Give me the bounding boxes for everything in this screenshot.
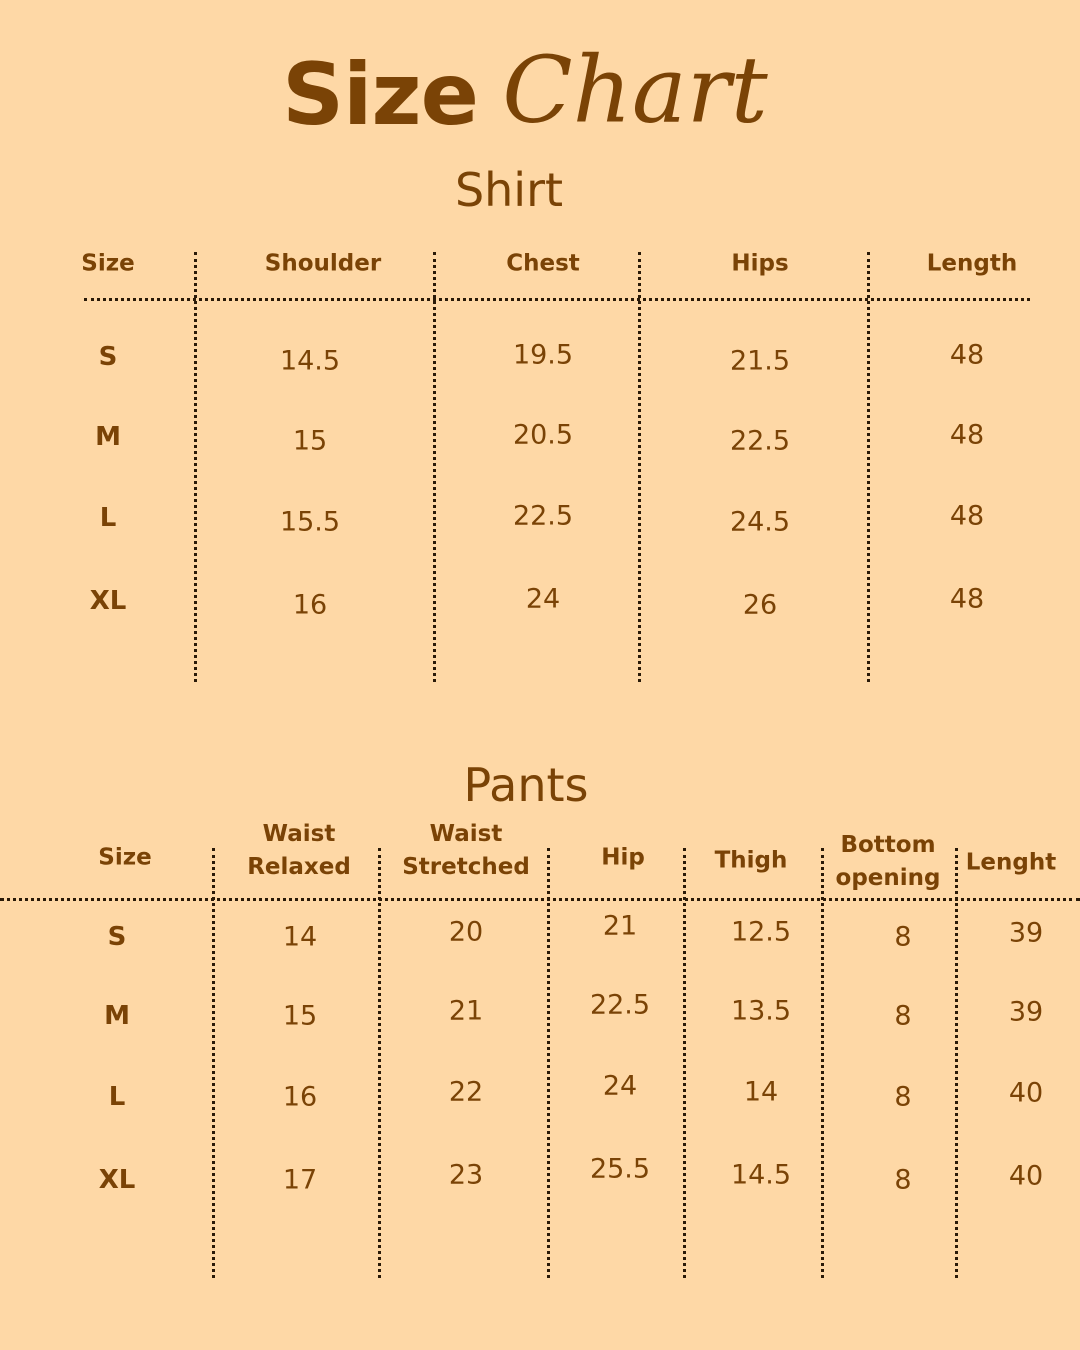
pants-header: Hip (601, 844, 645, 871)
pants-cell: 21 (448, 995, 484, 1027)
shirt-cell: 22.5 (512, 500, 574, 532)
pants-cell: 14 (743, 1076, 779, 1108)
title-chart: Chart (502, 36, 768, 144)
shirt-header: Chest (506, 250, 580, 277)
shirt-cell: 19.5 (512, 339, 574, 371)
pants-cell: 13.5 (730, 995, 792, 1027)
shirt-cell: 24 (525, 583, 561, 615)
shirt-cell: 48 (949, 419, 985, 451)
shirt-cell: 15 (292, 425, 328, 457)
shirt-cell: 21.5 (729, 345, 791, 377)
pants-cell: 39 (1008, 996, 1044, 1028)
pants-header: Bottom opening (835, 832, 941, 891)
pants-cell: 8 (894, 1000, 912, 1032)
column-divider (867, 252, 870, 682)
pants-size-cell: M (104, 1001, 130, 1031)
shirt-cell: 48 (949, 583, 985, 615)
pants-header: Size (98, 844, 152, 871)
pants-cell: 8 (894, 921, 912, 953)
pants-cell: 12.5 (730, 916, 792, 948)
pants-cell: 21 (602, 910, 638, 942)
pants-cell: 14 (282, 921, 318, 953)
column-divider (194, 252, 197, 682)
pants-size-cell: L (108, 1082, 126, 1112)
pants-cell: 22.5 (589, 989, 651, 1021)
shirt-cell: 26 (742, 589, 778, 621)
column-divider (212, 848, 215, 1278)
column-divider (821, 848, 824, 1278)
title-size: Size (282, 45, 479, 145)
pants-cell: 14.5 (730, 1159, 792, 1191)
shirt-size-cell: S (98, 342, 118, 372)
pants-cell: 17 (282, 1164, 318, 1196)
column-divider (955, 848, 958, 1278)
pants-cell: 20 (448, 916, 484, 948)
pants-cell: 40 (1008, 1160, 1044, 1192)
pants-cell: 23 (448, 1159, 484, 1191)
shirt-cell: 14.5 (279, 345, 341, 377)
shirt-size-cell: XL (89, 586, 127, 616)
shirt-cell: 48 (949, 339, 985, 371)
pants-header: Waist Stretched (402, 821, 530, 880)
shirt-cell: 24.5 (729, 506, 791, 538)
pants-cell: 25.5 (589, 1153, 651, 1185)
pants-header: Thigh (714, 847, 788, 874)
pants-cell: 16 (282, 1081, 318, 1113)
pants-cell: 8 (894, 1081, 912, 1113)
header-divider (84, 298, 1030, 301)
pants-title: Pants (463, 758, 589, 812)
pants-cell: 22 (448, 1076, 484, 1108)
pants-size-cell: XL (98, 1165, 136, 1195)
pants-header: Lenght (965, 849, 1057, 876)
shirt-title: Shirt (454, 163, 564, 217)
shirt-header: Size (81, 250, 135, 277)
shirt-header: Hips (731, 250, 789, 277)
pants-cell: 15 (282, 1000, 318, 1032)
header-divider (0, 898, 1080, 901)
pants-cell: 8 (894, 1164, 912, 1196)
column-divider (433, 252, 436, 682)
shirt-cell: 20.5 (512, 419, 574, 451)
shirt-size-cell: M (95, 422, 121, 452)
shirt-cell: 15.5 (279, 506, 341, 538)
shirt-size-cell: L (99, 503, 117, 533)
shirt-header: Shoulder (264, 250, 382, 277)
column-divider (638, 252, 641, 682)
pants-size-cell: S (107, 922, 127, 952)
pants-cell: 24 (602, 1070, 638, 1102)
pants-cell: 39 (1008, 917, 1044, 949)
column-divider (683, 848, 686, 1278)
shirt-header: Length (926, 250, 1018, 277)
shirt-cell: 22.5 (729, 425, 791, 457)
pants-cell: 40 (1008, 1077, 1044, 1109)
column-divider (378, 848, 381, 1278)
shirt-cell: 48 (949, 500, 985, 532)
pants-header: Waist Relaxed (247, 821, 351, 880)
shirt-cell: 16 (292, 589, 328, 621)
column-divider (547, 848, 550, 1278)
